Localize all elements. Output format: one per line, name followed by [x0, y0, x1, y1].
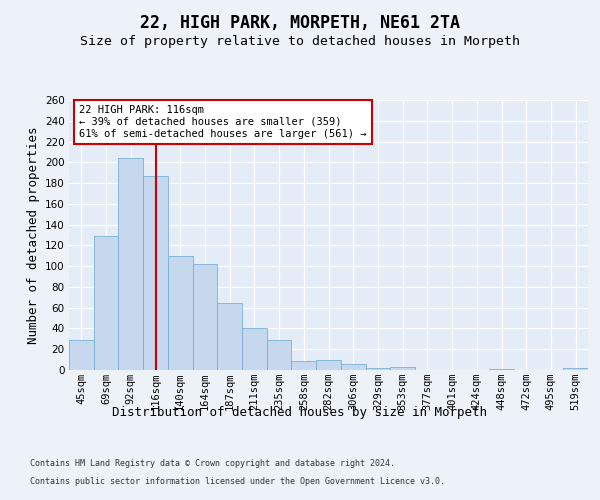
Bar — [267, 340, 292, 370]
Bar — [217, 302, 242, 370]
Text: Size of property relative to detached houses in Morpeth: Size of property relative to detached ho… — [80, 34, 520, 48]
Text: Distribution of detached houses by size in Morpeth: Distribution of detached houses by size … — [113, 406, 487, 419]
Bar — [489, 369, 514, 370]
Text: Contains public sector information licensed under the Open Government Licence v3: Contains public sector information licen… — [30, 476, 445, 486]
Bar — [242, 328, 267, 370]
Bar — [563, 368, 588, 370]
Bar — [292, 360, 316, 370]
Bar — [143, 176, 168, 370]
Bar — [168, 256, 193, 370]
Text: 22, HIGH PARK, MORPETH, NE61 2TA: 22, HIGH PARK, MORPETH, NE61 2TA — [140, 14, 460, 32]
Bar — [193, 264, 217, 370]
Bar — [118, 158, 143, 370]
Bar — [390, 367, 415, 370]
Text: 22 HIGH PARK: 116sqm
← 39% of detached houses are smaller (359)
61% of semi-deta: 22 HIGH PARK: 116sqm ← 39% of detached h… — [79, 106, 367, 138]
Bar — [341, 364, 365, 370]
Bar — [94, 236, 118, 370]
Bar — [365, 368, 390, 370]
Y-axis label: Number of detached properties: Number of detached properties — [26, 126, 40, 344]
Text: Contains HM Land Registry data © Crown copyright and database right 2024.: Contains HM Land Registry data © Crown c… — [30, 460, 395, 468]
Bar — [316, 360, 341, 370]
Bar — [69, 340, 94, 370]
